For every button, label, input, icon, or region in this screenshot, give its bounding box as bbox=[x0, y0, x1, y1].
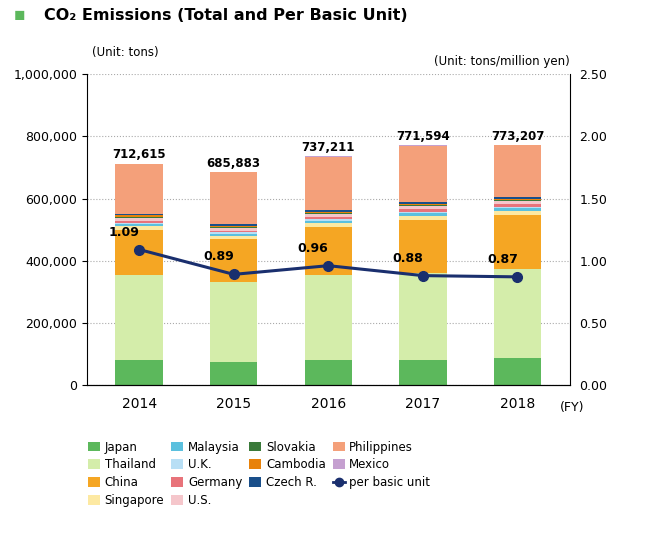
Bar bbox=[210, 239, 257, 283]
Bar bbox=[210, 227, 257, 228]
Bar bbox=[210, 172, 257, 173]
Bar bbox=[210, 233, 257, 234]
Bar bbox=[210, 226, 257, 227]
Text: 737,211: 737,211 bbox=[302, 141, 355, 154]
Bar bbox=[210, 173, 257, 224]
Bar bbox=[115, 163, 163, 164]
Text: (FY): (FY) bbox=[560, 401, 584, 414]
Bar bbox=[115, 217, 163, 218]
Bar bbox=[210, 283, 257, 362]
Bar bbox=[399, 145, 446, 146]
Bar bbox=[305, 227, 352, 274]
Bar bbox=[494, 201, 541, 205]
Bar bbox=[399, 210, 446, 212]
Bar bbox=[210, 230, 257, 233]
Bar bbox=[305, 157, 352, 210]
Bar bbox=[115, 216, 163, 217]
Legend: Japan, Thailand, China, Singapore, Malaysia, U.K., Germany, U.S., Slovakia, Camb: Japan, Thailand, China, Singapore, Malay… bbox=[88, 441, 430, 507]
Text: 0.88: 0.88 bbox=[393, 252, 423, 265]
Bar bbox=[115, 230, 163, 274]
Bar bbox=[210, 228, 257, 230]
Bar bbox=[399, 216, 446, 219]
Bar bbox=[305, 221, 352, 223]
Bar bbox=[305, 156, 352, 157]
Bar bbox=[305, 219, 352, 221]
Bar bbox=[115, 274, 163, 360]
Bar bbox=[399, 272, 446, 360]
Bar bbox=[399, 206, 446, 210]
Bar bbox=[305, 210, 352, 212]
Text: 773,207: 773,207 bbox=[491, 130, 544, 142]
Bar bbox=[494, 207, 541, 208]
Text: 771,594: 771,594 bbox=[396, 130, 450, 143]
Text: (Unit: tons/million yen): (Unit: tons/million yen) bbox=[433, 55, 570, 68]
Text: ◼: ◼ bbox=[13, 8, 25, 22]
Bar bbox=[305, 212, 352, 213]
Bar bbox=[210, 224, 257, 225]
Bar bbox=[399, 204, 446, 205]
Bar bbox=[305, 360, 352, 385]
Bar bbox=[115, 224, 163, 226]
Bar bbox=[115, 164, 163, 214]
Bar bbox=[494, 269, 541, 358]
Text: 0.87: 0.87 bbox=[487, 253, 518, 266]
Text: CO₂ Emissions (Total and Per Basic Unit): CO₂ Emissions (Total and Per Basic Unit) bbox=[44, 8, 407, 23]
Bar bbox=[305, 213, 352, 214]
Bar bbox=[305, 223, 352, 227]
Bar bbox=[210, 234, 257, 236]
Text: (Unit: tons): (Unit: tons) bbox=[92, 46, 158, 59]
Text: 685,883: 685,883 bbox=[207, 157, 261, 170]
Bar bbox=[399, 213, 446, 216]
Text: 0.89: 0.89 bbox=[203, 250, 234, 263]
Bar bbox=[494, 199, 541, 200]
Bar bbox=[115, 223, 163, 224]
Bar bbox=[494, 145, 541, 197]
Bar bbox=[494, 211, 541, 215]
Text: 1.09: 1.09 bbox=[109, 226, 139, 239]
Bar bbox=[494, 214, 541, 269]
Bar bbox=[305, 217, 352, 219]
Bar bbox=[494, 200, 541, 201]
Bar bbox=[494, 197, 541, 199]
Bar bbox=[399, 146, 446, 202]
Bar bbox=[399, 219, 446, 272]
Text: 0.96: 0.96 bbox=[297, 242, 328, 255]
Bar bbox=[115, 214, 163, 216]
Bar bbox=[399, 360, 446, 385]
Bar bbox=[494, 208, 541, 211]
Bar bbox=[399, 205, 446, 206]
Bar bbox=[305, 274, 352, 360]
Bar bbox=[115, 360, 163, 385]
Bar bbox=[210, 236, 257, 239]
Bar bbox=[399, 212, 446, 213]
Bar bbox=[115, 218, 163, 221]
Bar bbox=[115, 226, 163, 230]
Bar bbox=[115, 221, 163, 223]
Bar bbox=[494, 205, 541, 207]
Bar bbox=[399, 202, 446, 204]
Bar bbox=[494, 358, 541, 385]
Text: 712,615: 712,615 bbox=[113, 148, 166, 161]
Bar bbox=[305, 214, 352, 217]
Bar bbox=[210, 362, 257, 385]
